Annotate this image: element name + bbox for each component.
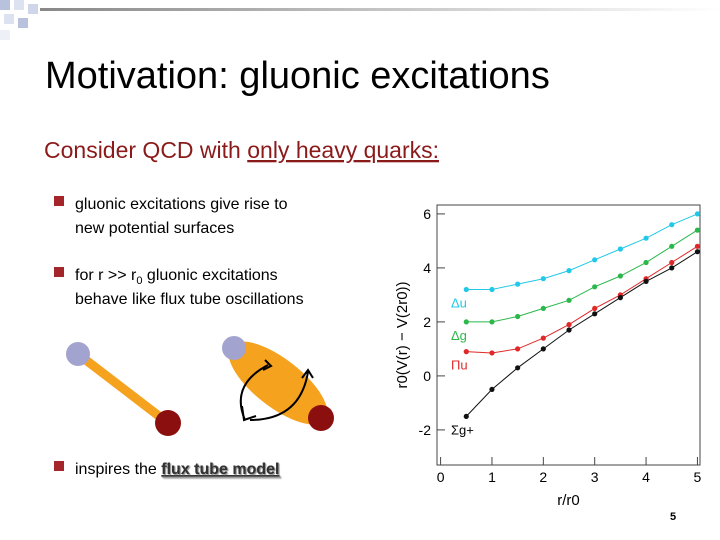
data-point [566,327,572,333]
bullet-text: for r >> r0 gluonic excitations [75,267,278,287]
quark [66,342,90,366]
bullet-lead: inspires the [75,461,161,478]
y-tick-label: 0 [423,368,431,384]
subtitle-underlined: only heavy quarks: [247,137,439,163]
subtitle-lead: Consider QCD with [44,137,247,163]
data-point [617,295,623,301]
data-point [489,386,495,393]
antiquark [308,405,334,431]
data-point [540,346,546,352]
bullet-marker [54,267,64,277]
bullet-text: behave like flux tube oscillations [75,291,304,308]
subtitle: Consider QCD with only heavy quarks: [44,137,439,163]
x-tick-label: 5 [694,469,702,485]
data-point [566,268,572,274]
link[interactable]: flux tube model [161,461,279,478]
data-point [515,365,521,371]
series-label: Πu [451,358,468,373]
data-point [592,305,598,312]
data-point [643,235,649,241]
series-line [465,251,698,417]
data-point [515,313,521,320]
bullet-text: inspires the flux tube model [75,461,280,478]
data-point [463,319,469,325]
arrow-head [241,405,257,422]
data-point [489,286,495,293]
data-point [643,259,649,266]
antiquark [155,410,181,436]
flux-tube-diagram [66,336,334,436]
data-point [463,349,469,355]
slide-number: 5 [670,511,676,523]
data-point [669,222,675,228]
bullet-text: new potential surfaces [75,220,234,237]
x-tick-label: 2 [539,469,547,485]
data-point [694,227,701,233]
series-label: Σg+ [451,422,474,437]
data-point [463,413,469,420]
data-point [592,311,598,317]
subscript: 0 [136,275,142,287]
y-axis-label: r0(V(r) − V(2r0)) [394,281,411,388]
series-line [466,245,698,354]
data-point [489,319,495,325]
data-point [643,278,649,285]
data-point [489,350,495,356]
data-point [540,305,546,312]
data-point [669,243,675,249]
bullet-marker [54,461,64,471]
bullet-marker [54,196,64,206]
data-point [566,322,572,328]
data-point [592,257,598,263]
quark [222,336,246,360]
data-point [592,284,598,290]
corner-decoration [0,0,720,40]
series-label: Δg [451,328,467,343]
series-line [466,213,698,291]
y-tick-label: -2 [419,422,432,438]
data-point [694,249,701,255]
flux-tube [73,349,173,428]
potential-plot: 0 1 2 3 4 5 -2 0 2 4 6 r/r0 r0(V(r) − V(2r0)) Δu Δg Πu Σ… [394,204,702,509]
data-point [515,281,521,287]
bullet-part: for r >> r [75,267,137,284]
data-point [566,297,572,303]
series-label: Δu [451,296,467,311]
x-tick-label: 4 [642,469,650,485]
x-axis-label: r/r0 [557,492,580,509]
x-tick-label: 1 [488,469,496,485]
y-tick-label: 6 [423,206,431,222]
arrow [249,368,314,421]
x-tick-label: 3 [591,469,599,485]
data-point [669,265,675,271]
data-point [463,286,469,293]
data-point [617,273,623,279]
data-point [669,259,675,266]
data-point [540,335,546,341]
slide-title: Motivation: gluonic excitations [45,55,550,97]
bullet-text: gluonic excitations give rise to [75,196,288,213]
series-line [466,229,698,323]
bullet-part: gluonic excitations [142,267,277,284]
data-point [540,276,546,282]
flux-tube [228,341,328,425]
data-point [515,346,521,352]
data-point [617,246,623,252]
y-tick-label: 4 [423,260,431,276]
data-point [694,243,701,249]
data-point [694,211,701,217]
x-tick-label: 0 [437,469,445,485]
plot-frame [436,204,701,466]
y-tick-label: 2 [423,314,431,330]
